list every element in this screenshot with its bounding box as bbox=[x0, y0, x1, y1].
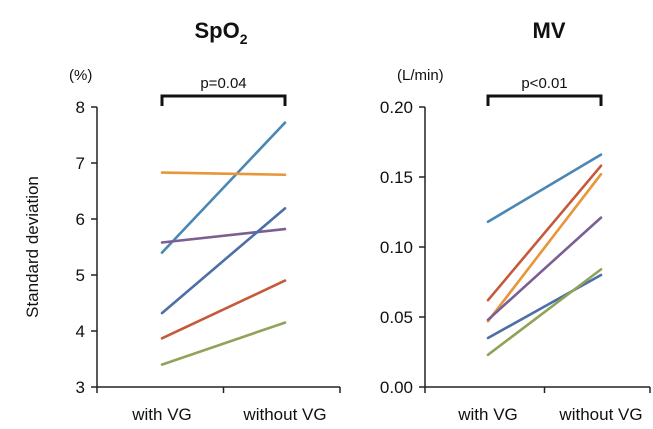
chart1-unit-label: (%) bbox=[69, 67, 92, 84]
chart2-significance-label: p<0.01 bbox=[521, 75, 567, 92]
chart2-category-label: without VG bbox=[558, 405, 642, 424]
chart1-y-tick-label: 7 bbox=[76, 154, 85, 173]
chart1-series-line-4 bbox=[160, 207, 287, 315]
chart2-series-line-1 bbox=[486, 153, 603, 224]
chart2-y-tick-label: 0.20 bbox=[380, 98, 413, 117]
chart1-series-line-1 bbox=[160, 121, 287, 254]
chart1-y-tick-label: 4 bbox=[76, 322, 85, 341]
chart2-series-line-3 bbox=[486, 172, 603, 323]
chart2-series-line-4 bbox=[486, 216, 603, 322]
chart1-series-line-2 bbox=[160, 171, 287, 177]
chart1-title-subscript: 2 bbox=[240, 31, 248, 47]
chart1-y-tick-label: 3 bbox=[76, 378, 85, 397]
chart1-y-axis-label: Standard deviation bbox=[23, 176, 42, 318]
chart2-y-tick-label: 0.05 bbox=[380, 308, 413, 327]
chart2-series-line-6 bbox=[486, 268, 603, 357]
chart2-series-line-5 bbox=[486, 273, 603, 340]
chart1-category-label: without VG bbox=[242, 405, 326, 424]
chart1-series-line-3 bbox=[160, 227, 287, 244]
chart1-series-line-5 bbox=[160, 279, 287, 340]
chart2-unit-label: (L/min) bbox=[397, 67, 444, 84]
chart1-significance-label: p=0.04 bbox=[200, 75, 246, 92]
chart1-category-label: with VG bbox=[131, 405, 192, 424]
chart2-series-line-2 bbox=[486, 164, 603, 302]
chart1-series-line-6 bbox=[160, 321, 287, 366]
chart1-y-tick-label: 6 bbox=[76, 210, 85, 229]
chart2-y-tick-label: 0.10 bbox=[380, 238, 413, 257]
chart2-y-tick-label: 0.00 bbox=[380, 378, 413, 397]
chart1-significance-bracket bbox=[160, 94, 287, 106]
chart2-title: MV bbox=[533, 18, 566, 43]
chart1-title: SpO2 bbox=[194, 18, 247, 47]
chart2-category-label: with VG bbox=[457, 405, 518, 424]
chart2-y-tick-label: 0.15 bbox=[380, 168, 413, 187]
chart1-y-tick-label: 5 bbox=[76, 266, 85, 285]
chart1-y-tick-label: 8 bbox=[76, 98, 85, 117]
chart2-significance-bracket bbox=[486, 94, 603, 106]
